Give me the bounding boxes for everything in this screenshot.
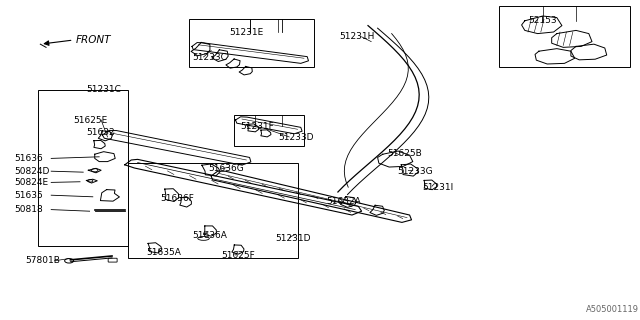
Text: 50818: 50818 — [14, 205, 43, 214]
Bar — [189, 19, 314, 67]
Polygon shape — [236, 117, 302, 134]
Text: 51231D: 51231D — [275, 234, 310, 243]
Text: 50824E: 50824E — [14, 178, 48, 187]
Text: 51231H: 51231H — [339, 32, 374, 41]
Text: 51233G: 51233G — [397, 167, 433, 176]
Polygon shape — [535, 49, 575, 64]
Bar — [234, 115, 304, 146]
Text: 51233C: 51233C — [192, 53, 227, 62]
FancyBboxPatch shape — [108, 258, 117, 262]
Text: 51231I: 51231I — [422, 183, 454, 192]
Polygon shape — [571, 44, 607, 60]
Text: 51636G: 51636G — [208, 164, 244, 172]
Text: 51231C: 51231C — [86, 85, 121, 94]
Text: 51635: 51635 — [14, 191, 43, 200]
Text: 57801B: 57801B — [26, 256, 60, 265]
Text: 51632: 51632 — [86, 128, 115, 137]
Polygon shape — [125, 159, 362, 215]
Text: 51636F: 51636F — [160, 194, 194, 203]
Polygon shape — [211, 171, 412, 222]
Text: FRONT: FRONT — [76, 35, 111, 45]
Text: 50824D: 50824D — [14, 167, 49, 176]
Text: 51625E: 51625E — [74, 116, 108, 124]
Text: 51625F: 51625F — [221, 252, 255, 260]
Text: 51231F: 51231F — [240, 122, 274, 131]
Polygon shape — [552, 30, 592, 47]
Bar — [38, 90, 128, 246]
Text: 51632A: 51632A — [326, 197, 361, 206]
Text: A505001119: A505001119 — [586, 305, 639, 314]
Polygon shape — [378, 151, 413, 167]
Polygon shape — [522, 16, 562, 34]
Polygon shape — [192, 43, 308, 63]
Text: 51231E: 51231E — [229, 28, 264, 36]
Text: 52153: 52153 — [528, 16, 557, 25]
Text: 51636: 51636 — [14, 154, 43, 163]
Bar — [499, 6, 630, 67]
Text: 51636A: 51636A — [192, 231, 227, 240]
Text: 51233D: 51233D — [278, 133, 314, 142]
Text: 51625B: 51625B — [387, 149, 422, 158]
Text: 51635A: 51635A — [146, 248, 180, 257]
Polygon shape — [102, 131, 251, 165]
Bar — [128, 163, 298, 258]
